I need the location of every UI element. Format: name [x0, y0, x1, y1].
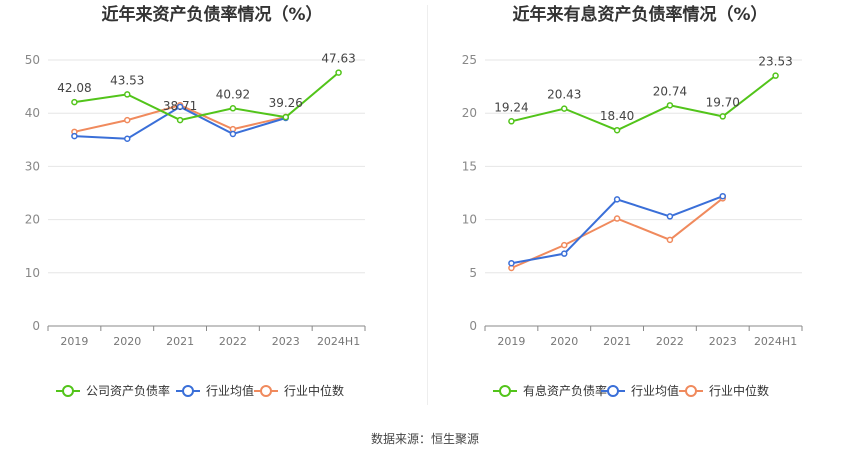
x-tick-label: 2023 — [272, 335, 300, 348]
legend-marker — [607, 385, 619, 397]
y-tick-label: 25 — [462, 53, 477, 67]
y-tick-label: 30 — [25, 159, 40, 173]
y-tick-label: 0 — [469, 319, 477, 333]
data-point — [666, 236, 674, 244]
data-point — [666, 213, 674, 220]
legend-label: 行业中位数 — [709, 383, 769, 398]
legend-item[interactable]: 行业均值 — [601, 383, 679, 398]
data-label: 20.74 — [653, 84, 687, 98]
source-note: 数据来源：恒生聚源 — [370, 432, 479, 446]
data-point — [613, 196, 621, 203]
x-tick-label: 2019 — [60, 335, 88, 348]
data-point — [613, 126, 621, 134]
data-label: 47.63 — [321, 52, 355, 66]
y-tick-label: 5 — [469, 266, 477, 280]
y-tick-label: 20 — [25, 213, 40, 227]
x-tick-label: 2021 — [603, 335, 631, 348]
legend-marker — [182, 385, 194, 397]
data-point — [508, 259, 515, 267]
data-point — [71, 98, 78, 106]
data-point — [229, 105, 237, 112]
legend-item[interactable]: 行业中位数 — [254, 383, 344, 398]
x-tick-label: 2021 — [166, 335, 194, 348]
y-tick-label: 40 — [25, 106, 40, 120]
x-tick-label: 2023 — [709, 335, 737, 348]
x-tick-label: 2019 — [497, 335, 525, 348]
y-tick-label: 20 — [462, 106, 477, 120]
data-point — [335, 69, 342, 76]
legend-marker — [62, 385, 74, 397]
data-point — [124, 91, 131, 98]
x-tick-label: 2020 — [550, 335, 578, 348]
data-point — [561, 105, 568, 112]
data-point — [666, 102, 674, 109]
series-line — [511, 195, 724, 265]
data-label: 20.43 — [547, 88, 581, 102]
chart-1: 近年来资产负债率情况（%） 0 10 20 30 40 50 2019 2020 2021 2022… — [25, 4, 366, 398]
data-point — [772, 72, 779, 79]
data-point — [71, 132, 78, 140]
series-line — [511, 74, 777, 132]
data-point — [561, 250, 568, 257]
data-point — [282, 113, 289, 121]
chart-title: 近年来有息资产负债率情况（%） — [512, 4, 767, 25]
y-tick-label: 10 — [462, 213, 477, 227]
data-label: 39.26 — [269, 96, 303, 110]
y-tick-label: 15 — [462, 159, 477, 173]
data-point — [124, 116, 131, 124]
data-point — [719, 113, 726, 120]
x-tick-label: 2022 — [219, 335, 247, 348]
legend-marker — [685, 385, 697, 397]
legend-label: 行业均值 — [206, 383, 254, 398]
chart-title: 近年来资产负债率情况（%） — [101, 4, 322, 25]
data-label: 42.08 — [57, 81, 91, 95]
legend-item[interactable]: 有息资产负债率 — [493, 383, 607, 398]
x-tick-label: 2022 — [656, 335, 684, 348]
legend-label: 行业中位数 — [284, 383, 344, 398]
data-label: 38.71 — [163, 99, 197, 113]
data-point — [176, 116, 184, 124]
legend-item[interactable]: 行业均值 — [176, 383, 254, 398]
data-point — [229, 130, 237, 138]
data-point — [561, 241, 568, 249]
y-tick-label: 50 — [25, 53, 40, 67]
legend-label: 公司资产负债率 — [86, 383, 170, 398]
data-point — [613, 215, 621, 222]
chart-2: 近年来有息资产负债率情况（%） 0 5 10 15 20 25 2019 2020 2021 202… — [462, 4, 803, 398]
data-label: 19.24 — [494, 100, 528, 114]
data-label: 23.53 — [758, 55, 792, 69]
data-point — [176, 103, 184, 111]
legend-marker — [499, 385, 511, 397]
data-label: 40.92 — [216, 87, 250, 101]
divider — [427, 5, 428, 405]
legend-label: 有息资产负债率 — [523, 383, 607, 398]
legend-item[interactable]: 行业中位数 — [679, 383, 769, 398]
y-tick-label: 0 — [32, 319, 40, 333]
legend-label: 行业均值 — [631, 383, 679, 398]
data-point — [508, 118, 515, 125]
x-tick-label: 2020 — [113, 335, 141, 348]
x-tick-label: 2024H1 — [754, 335, 797, 348]
data-point — [124, 135, 131, 142]
legend-item[interactable]: 公司资产负债率 — [56, 383, 170, 398]
series-line — [74, 71, 340, 122]
y-tick-label: 10 — [25, 266, 40, 280]
data-label: 18.40 — [600, 109, 634, 123]
data-point — [719, 192, 726, 200]
data-label: 19.70 — [706, 95, 740, 109]
x-tick-label: 2024H1 — [317, 335, 360, 348]
legend-marker — [260, 385, 272, 397]
data-label: 43.53 — [110, 73, 144, 87]
